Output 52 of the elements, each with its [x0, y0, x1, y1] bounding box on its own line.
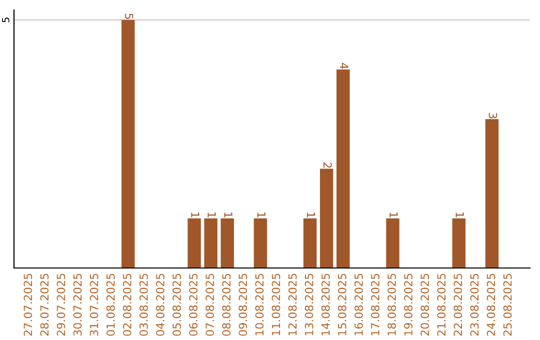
x-tick-label: 30.07.2025: [73, 274, 82, 336]
data-label: 1: [191, 212, 200, 218]
x-tick-label: 28.07.2025: [40, 274, 49, 336]
x-tick-label: 14.08.2025: [321, 274, 330, 336]
bar: [303, 218, 317, 268]
x-tick-label: 02.08.2025: [122, 274, 132, 336]
data-label: 1: [456, 212, 464, 218]
data-label: 1: [257, 212, 266, 218]
x-tick-label: 19.08.2025: [404, 274, 412, 336]
x-tick-label: 01.08.2025: [106, 274, 115, 336]
x-tick-label: 29.07.2025: [56, 274, 66, 336]
x-tick-label: 16.08.2025: [354, 274, 363, 336]
data-label: 1: [224, 212, 232, 218]
x-tick-label: 06.08.2025: [189, 274, 198, 336]
bar: [452, 218, 466, 268]
x-tick-label: 27.07.2025: [24, 274, 32, 336]
x-tick-label: 20.08.2025: [420, 274, 430, 336]
x-tick-label: 04.08.2025: [156, 274, 164, 336]
data-label: 1: [306, 212, 316, 218]
data-label: 4: [340, 63, 348, 69]
x-tick-label: 24.08.2025: [486, 274, 496, 336]
x-tick-label: 13.08.2025: [304, 274, 314, 336]
x-tick-label: 03.08.2025: [139, 274, 148, 336]
bar: [336, 70, 350, 268]
data-label: 1: [208, 212, 216, 218]
bar: [204, 218, 218, 268]
x-tick-label: 10.08.2025: [255, 274, 264, 336]
x-tick-label: 11.08.2025: [272, 274, 280, 336]
x-tick-label: 17.08.2025: [371, 274, 380, 336]
bar: [122, 20, 135, 268]
x-tick-label: 12.08.2025: [288, 274, 297, 336]
bar: [188, 218, 201, 268]
x-tick-label: 07.08.2025: [206, 274, 214, 336]
bar: [485, 119, 499, 268]
bar: [386, 218, 400, 268]
x-tick-label: 31.07.2025: [90, 274, 98, 336]
x-tick-label: 22.08.2025: [454, 274, 462, 336]
data-label: 2: [324, 162, 332, 168]
data-label: 1: [390, 212, 398, 218]
x-tick-label: 05.08.2025: [172, 274, 181, 336]
bar: [220, 218, 234, 268]
x-tick-label: 21.08.2025: [437, 274, 446, 336]
bar: [320, 168, 334, 268]
data-label: 3: [488, 112, 498, 118]
x-tick-label: 08.08.2025: [222, 274, 231, 336]
x-tick-label: 15.08.2025: [338, 274, 346, 336]
x-tick-label: 09.08.2025: [238, 274, 248, 336]
x-tick-label: 18.08.2025: [388, 274, 396, 336]
x-tick-label: 25.08.2025: [503, 274, 512, 336]
data-label: 5: [124, 14, 134, 19]
bar: [254, 218, 268, 268]
x-tick-label: 23.08.2025: [470, 274, 479, 336]
